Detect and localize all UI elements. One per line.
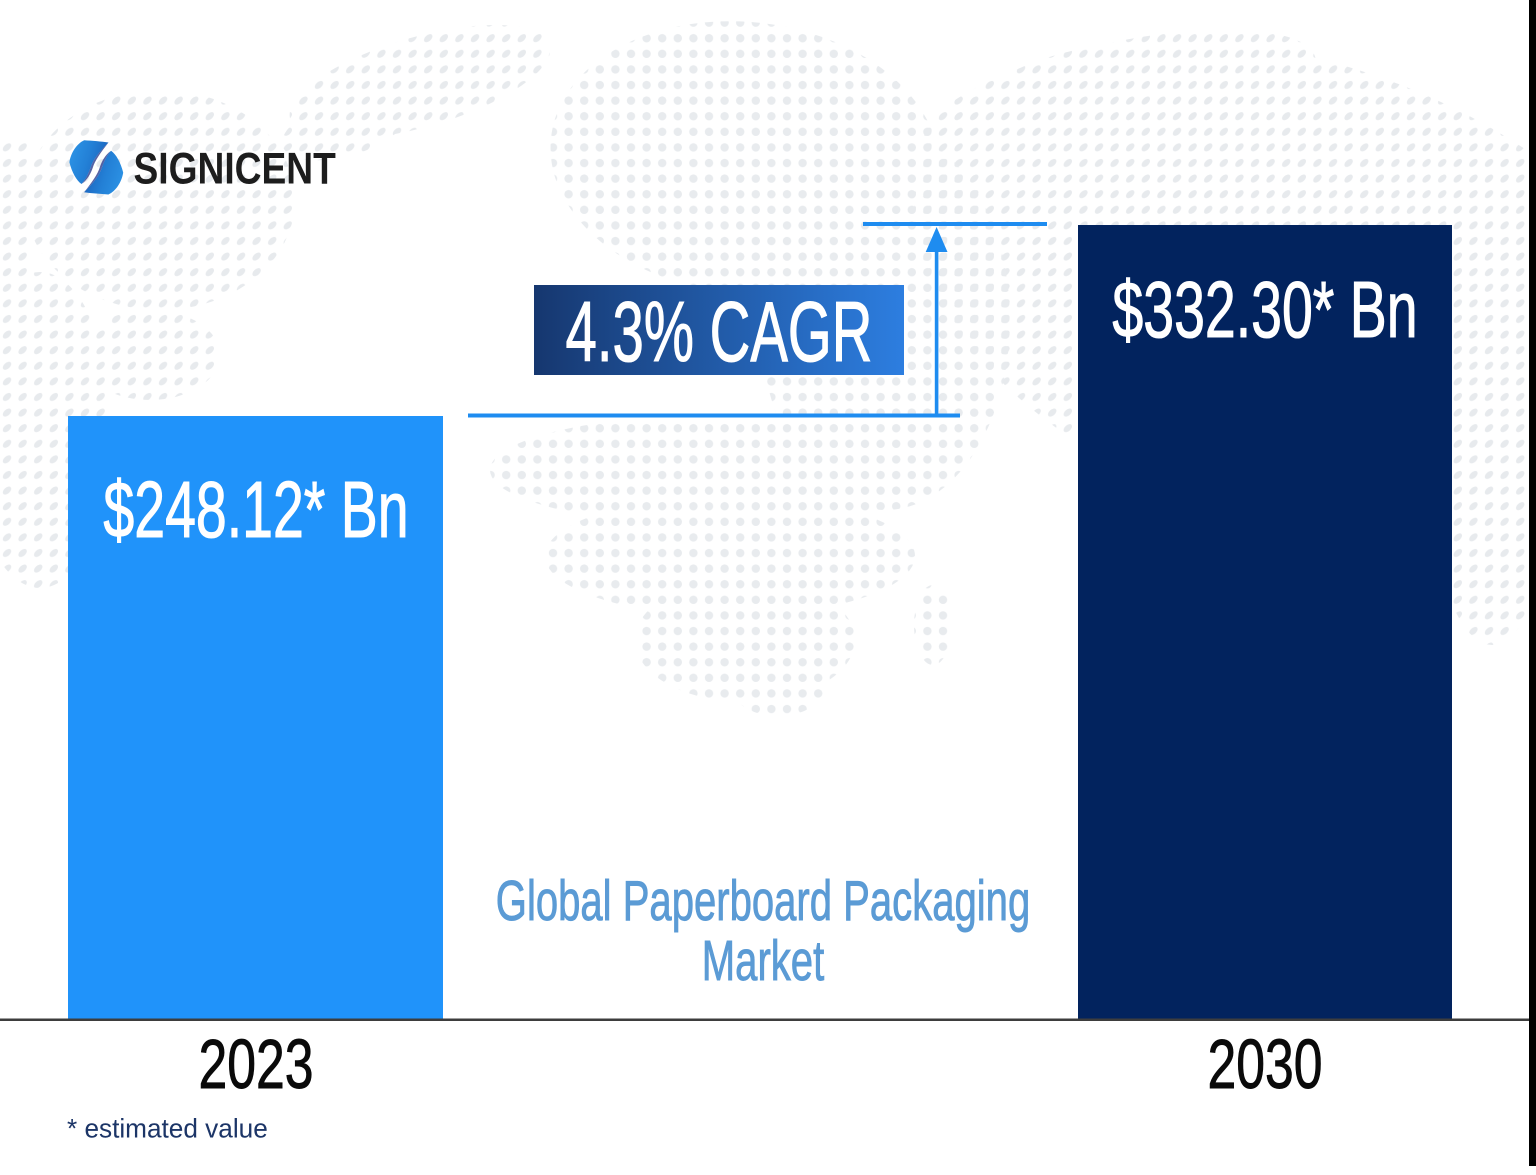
svg-text:$332.30* Bn: $332.30* Bn — [1112, 265, 1417, 355]
svg-text:Global Paperboard Packaging: Global Paperboard Packaging — [496, 869, 1030, 933]
svg-text:Market: Market — [702, 929, 825, 993]
svg-text:2030: 2030 — [1207, 1025, 1322, 1103]
svg-text:4.3% CAGR: 4.3% CAGR — [566, 286, 873, 380]
svg-text:* estimated value: * estimated value — [67, 1113, 268, 1143]
svg-text:SIGNICENT: SIGNICENT — [134, 143, 336, 193]
svg-text:$248.12* Bn: $248.12* Bn — [103, 465, 408, 555]
svg-text:2023: 2023 — [198, 1025, 313, 1103]
